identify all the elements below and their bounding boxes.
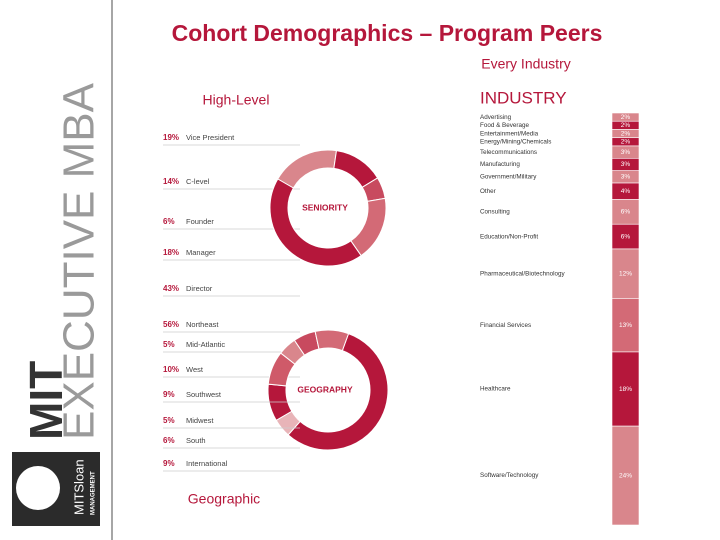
legend-label: Mid-Atlantic bbox=[186, 340, 225, 349]
value-label: 6% bbox=[621, 209, 631, 216]
donut-segment bbox=[350, 197, 387, 257]
donut-title: SENIORITY bbox=[302, 202, 348, 212]
legend-label: Founder bbox=[186, 217, 214, 226]
bar-segment bbox=[611, 248, 640, 299]
legend-label: Northeast bbox=[186, 320, 219, 329]
slide-title: Cohort Demographics – Program Peers bbox=[172, 20, 603, 46]
donut-segment bbox=[269, 178, 362, 267]
category-label: Food & Beverage bbox=[480, 122, 530, 129]
category-label: Entertainment/Media bbox=[480, 130, 539, 137]
category-label: Education/Non-Profit bbox=[480, 233, 538, 240]
legend-value: 6% bbox=[163, 436, 175, 445]
category-label: Energy/Mining/Chemicals bbox=[480, 139, 551, 146]
category-label: Financial Services bbox=[480, 322, 531, 329]
legend-label: C-level bbox=[186, 177, 210, 186]
value-label: 12% bbox=[619, 270, 632, 277]
donut-segment bbox=[314, 329, 350, 352]
caption: Geographic bbox=[188, 491, 260, 507]
bar-segment bbox=[611, 223, 640, 250]
legend-value: 43% bbox=[163, 284, 179, 293]
bar-segment bbox=[611, 298, 640, 353]
legend-label: Vice President bbox=[186, 133, 235, 142]
donut-segment bbox=[277, 149, 338, 189]
chart-title: INDUSTRY bbox=[480, 88, 567, 107]
legend-value: 9% bbox=[163, 459, 175, 468]
value-label: 24% bbox=[619, 472, 632, 479]
legend-value: 5% bbox=[163, 416, 175, 425]
legend-label: West bbox=[186, 365, 204, 374]
legend-value: 14% bbox=[163, 177, 179, 186]
category-label: Software/Technology bbox=[480, 472, 539, 479]
category-label: Telecommunications bbox=[480, 149, 537, 156]
value-label: 2% bbox=[621, 139, 631, 146]
donut-segment bbox=[287, 332, 389, 451]
legend-label: Manager bbox=[186, 248, 216, 257]
logo-name: MITSloan bbox=[71, 459, 86, 515]
logo-seal bbox=[16, 466, 60, 510]
legend-label: South bbox=[186, 436, 206, 445]
caption: High-Level bbox=[203, 92, 270, 108]
legend-label: Midwest bbox=[186, 416, 214, 425]
legend-label: International bbox=[186, 459, 228, 468]
legend-value: 18% bbox=[163, 248, 179, 257]
category-label: Advertising bbox=[480, 114, 512, 121]
legend-label: Director bbox=[186, 284, 213, 293]
program-name: EXECUTIVE MBA bbox=[55, 82, 104, 440]
logo-sub: MANAGEMENT bbox=[91, 471, 97, 515]
value-label: 2% bbox=[621, 122, 631, 129]
legend-value: 9% bbox=[163, 390, 175, 399]
value-label: 2% bbox=[621, 114, 631, 121]
legend-value: 5% bbox=[163, 340, 175, 349]
value-label: 6% bbox=[621, 233, 631, 240]
category-label: Pharmaceutical/Biotechnology bbox=[480, 270, 566, 277]
bar-segment bbox=[611, 425, 640, 526]
category-label: Healthcare bbox=[480, 386, 511, 393]
legend-value: 19% bbox=[163, 133, 179, 142]
legend-label: Southwest bbox=[186, 390, 222, 399]
brand: MIT bbox=[20, 361, 72, 440]
value-label: 2% bbox=[621, 130, 631, 137]
bar-segment bbox=[611, 351, 640, 427]
legend-value: 10% bbox=[163, 365, 179, 374]
legend-value: 6% bbox=[163, 217, 175, 226]
category-label: Consulting bbox=[480, 209, 510, 216]
category-label: Other bbox=[480, 188, 496, 195]
value-label: 3% bbox=[621, 149, 631, 156]
value-label: 18% bbox=[619, 386, 632, 393]
category-label: Government/Military bbox=[480, 174, 537, 181]
value-label: 13% bbox=[619, 322, 632, 329]
value-label: 4% bbox=[621, 188, 631, 195]
value-label: 3% bbox=[621, 174, 631, 181]
caption: Every Industry bbox=[481, 56, 570, 72]
legend-value: 56% bbox=[163, 320, 179, 329]
donut-title: GEOGRAPHY bbox=[297, 384, 353, 394]
category-label: Manufacturing bbox=[480, 161, 520, 168]
bar-segment bbox=[611, 199, 640, 225]
value-label: 3% bbox=[621, 161, 631, 168]
